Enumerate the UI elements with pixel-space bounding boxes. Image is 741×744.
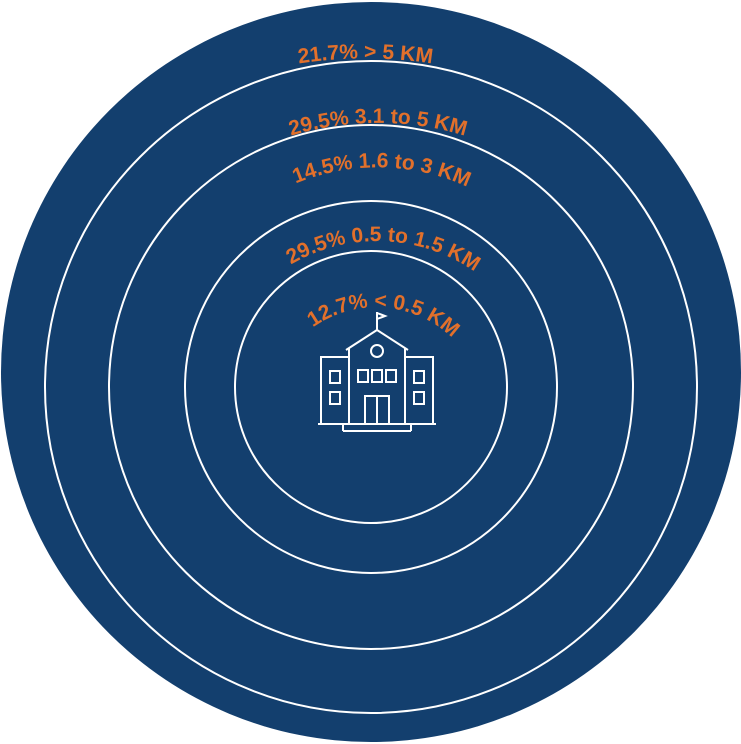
school-building-icon <box>318 312 436 432</box>
ring-1-6-to-3-km <box>108 124 634 650</box>
ring-0-5-to-1-5-km <box>184 200 558 574</box>
ring-under-0-5-km <box>234 250 508 524</box>
ring-3-1-to-5-km <box>44 60 698 714</box>
